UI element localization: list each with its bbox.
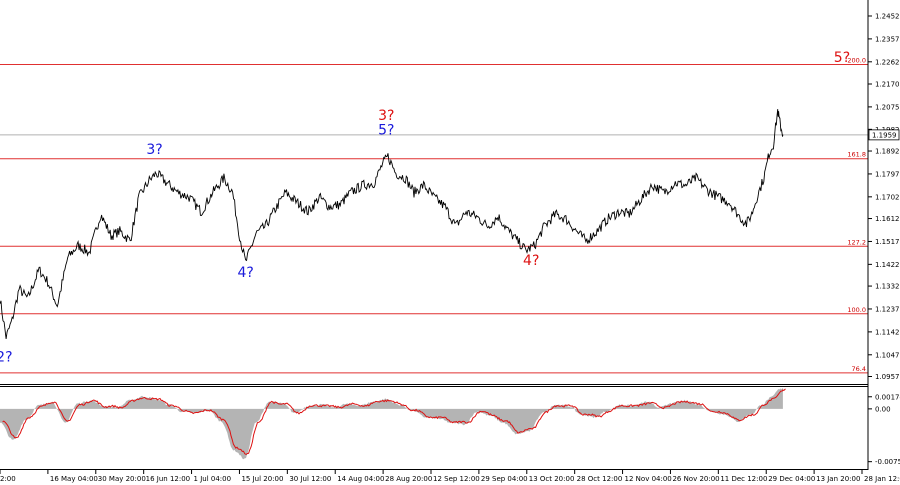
time-tick-label: 30 Jul 12:00	[289, 475, 331, 483]
price-tick-label: 1.2262	[875, 58, 900, 66]
price-tick-label: 1.0957	[875, 373, 900, 381]
price-panel: 1.24521.23571.22621.21701.20751.19821.18…	[0, 12, 900, 381]
time-tick-label: 1 Jul 04:00	[194, 475, 232, 483]
time-tick-label: 16 Jun 12:00	[146, 475, 190, 483]
time-tick-label: 2:00	[0, 475, 16, 483]
oscillator-histogram	[0, 388, 783, 460]
price-tick-label: 1.1612	[875, 215, 900, 223]
time-tick-label: 30 May 20:00	[98, 475, 146, 483]
wave-label: 4?	[237, 265, 253, 281]
time-tick-label: 14 Aug 04:00	[337, 475, 384, 483]
oscillator-signal-line	[2, 388, 786, 455]
wave-label: 2?	[0, 349, 13, 365]
time-tick-label: 29 Dec 04:00	[768, 475, 815, 483]
wave-label: 3?	[378, 108, 394, 124]
time-tick-label: 12 Sep 12:00	[433, 475, 480, 483]
fib-level-label: 200.0	[847, 56, 866, 64]
fib-level-label: 161.8	[847, 151, 866, 159]
price-line	[0, 109, 784, 339]
price-tick-label: 1.2452	[875, 12, 900, 20]
price-tick-label: 1.1047	[875, 351, 900, 359]
fib-level-label: 100.0	[847, 306, 866, 314]
price-tick-label: 1.1422	[875, 261, 900, 269]
time-tick-label: 28 Aug 20:00	[385, 475, 432, 483]
wave-label: 3?	[146, 142, 162, 158]
time-tick-label: 11 Dec 12:00	[720, 475, 767, 483]
price-tick-label: 1.1702	[875, 193, 900, 201]
fib-level-label: 127.2	[847, 238, 866, 246]
time-tick-label: 26 Nov 20:00	[672, 475, 719, 483]
time-axis: 2:00 16 May 04:00 30 May 20:00 16 Jun 12:00…	[0, 470, 900, 483]
current-price-label: 1.1959	[872, 131, 897, 139]
time-tick-label: 29 Sep 04:00	[481, 475, 528, 483]
osc-tick-label: -0.00759	[875, 458, 900, 466]
time-tick-label: 13 Oct 20:00	[529, 475, 575, 483]
time-tick-label: 16 May 04:00	[50, 475, 98, 483]
price-tick-label: 1.1892	[875, 148, 900, 156]
wave-label: 5?	[378, 123, 394, 139]
price-tick-label: 1.1797	[875, 170, 900, 178]
wave-label: 4?	[523, 253, 539, 269]
time-tick-label: 12 Nov 04:00	[625, 475, 672, 483]
current-price-box	[868, 129, 900, 141]
wave-label: 5?	[834, 50, 850, 66]
osc-tick-label: 0.00	[875, 405, 891, 413]
time-tick-label: 15 Jul 20:00	[241, 475, 283, 483]
price-tick-label: 1.1517	[875, 238, 900, 246]
time-tick-label: 13 Jan 20:00	[816, 475, 860, 483]
price-tick-label: 1.1237	[875, 305, 900, 313]
price-tick-label: 1.2357	[875, 35, 900, 43]
fib-level-label: 76.4	[852, 365, 866, 373]
price-tick-label: 1.2075	[875, 103, 900, 111]
osc-tick-label: 0.00174	[875, 393, 900, 401]
price-tick-label: 1.2170	[875, 80, 900, 88]
price-tick-label: 1.1332	[875, 283, 900, 291]
time-tick-label: 28 Oct 12:00	[577, 475, 623, 483]
time-tick-label: 28 Jan 12:00	[864, 475, 900, 483]
oscillator-panel: 0.00174 0.00 -0.00759	[0, 388, 900, 466]
price-tick-label: 1.1142	[875, 328, 900, 336]
